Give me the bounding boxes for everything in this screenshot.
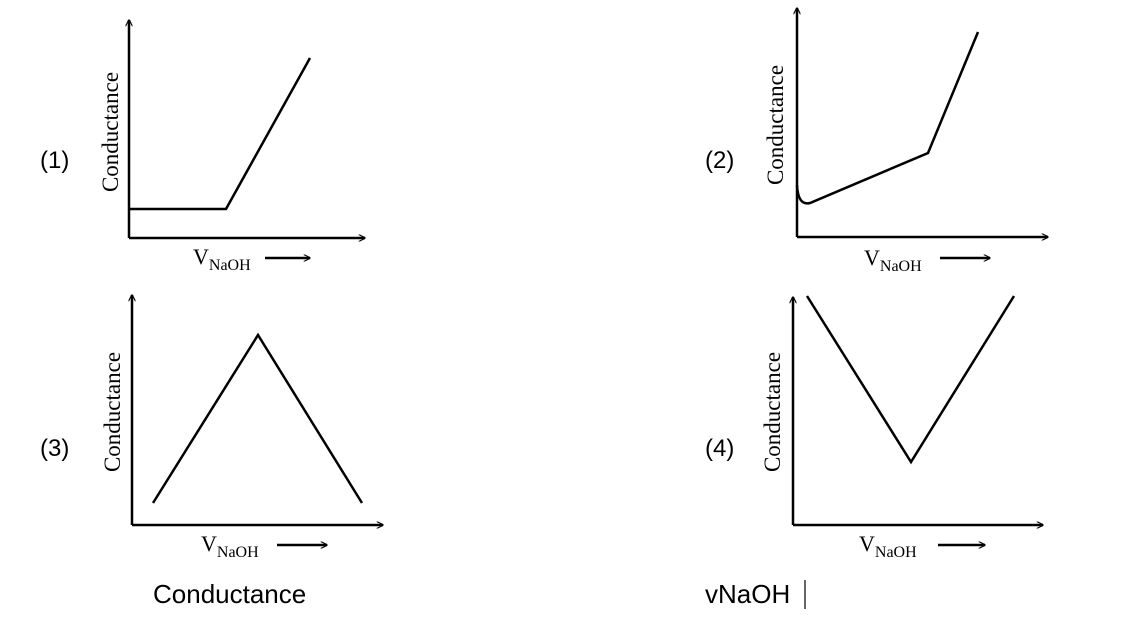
footer-text[interactable]: vNaOH <box>705 579 790 609</box>
x-label-main: V <box>201 531 217 556</box>
panel: (2) Conductance VNaOH <box>705 8 1048 275</box>
curve <box>805 295 1016 465</box>
x-axis-label: VNaOH <box>193 244 251 274</box>
x-label-sub: NaOH <box>875 544 917 561</box>
curve <box>151 332 364 504</box>
x-axis-label: VNaOH <box>201 531 259 561</box>
x-label-sub: NaOH <box>217 544 259 561</box>
panel-label: (1) <box>40 147 69 174</box>
y-axis-label: Conductance <box>763 65 788 185</box>
x-label-sub: NaOH <box>880 258 922 275</box>
x-label-main: V <box>859 531 875 556</box>
panel-label: (2) <box>705 147 734 174</box>
curve <box>795 31 980 205</box>
x-label-sub: NaOH <box>209 257 251 274</box>
x-label-main: V <box>864 245 880 270</box>
footer-text: Conductance <box>153 579 306 609</box>
curve <box>129 57 312 211</box>
y-axis-label: Conductance <box>760 352 785 472</box>
panel: (1) Conductance VNaOH <box>40 20 365 274</box>
panel: (4) Conductance VNaOH <box>705 295 1043 561</box>
panel-label: (4) <box>705 435 734 462</box>
panel-label: (3) <box>40 435 69 462</box>
x-axis-label: VNaOH <box>859 531 917 561</box>
y-axis-label: Conductance <box>98 72 123 192</box>
x-axis-label: VNaOH <box>864 245 922 275</box>
panel: (3) Conductance VNaOH <box>40 295 383 561</box>
y-axis-label: Conductance <box>100 352 125 472</box>
x-label-main: V <box>193 244 209 269</box>
